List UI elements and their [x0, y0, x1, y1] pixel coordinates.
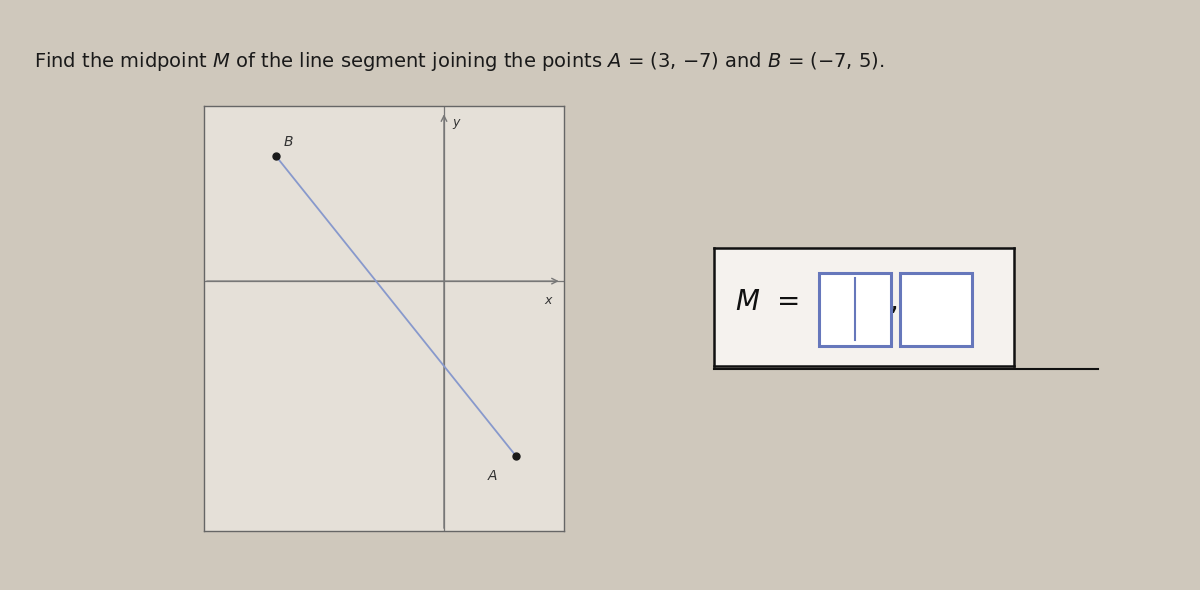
FancyBboxPatch shape	[900, 273, 972, 346]
Text: B: B	[283, 135, 293, 149]
Text: x: x	[545, 294, 552, 307]
Text: ,: ,	[889, 288, 899, 316]
Text: A: A	[487, 468, 497, 483]
Text: $\it{M}$  =: $\it{M}$ =	[734, 288, 799, 316]
FancyBboxPatch shape	[818, 273, 890, 346]
Text: Find the midpoint $\it{M}$ of the line segment joining the points $\it{A}$ = (3,: Find the midpoint $\it{M}$ of the line s…	[34, 50, 884, 73]
Text: y: y	[452, 116, 460, 129]
